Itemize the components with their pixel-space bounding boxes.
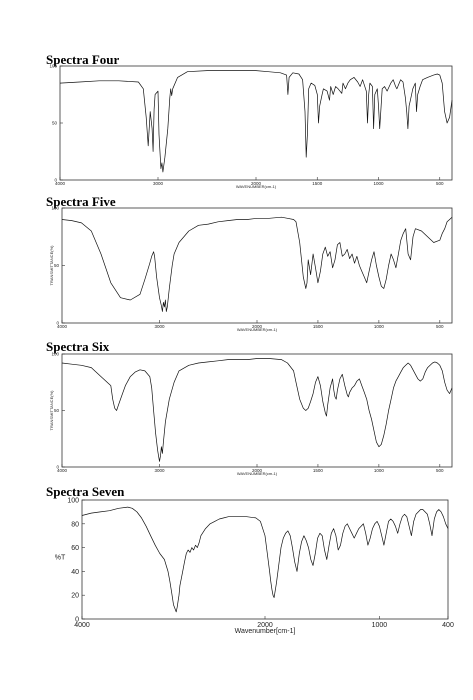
x-tick-label: 1500 [312,181,323,186]
y-tick-label: 0 [56,321,59,326]
y-tick-label: 50 [54,408,60,413]
x-axis-label: Wavenumber[cm-1] [235,628,296,635]
plot-frame [59,65,453,181]
chart-group-2: 0 50 100 4000 3000 2000 1500 1000 500 WAVENUMBER(… [49,352,453,476]
y-tick-label: 50 [54,263,60,268]
x-tick-label: 4000 [57,324,68,329]
chart-group-1: 0 50 100 4000 3000 2000 1500 1000 500 WAVENUMBER(… [49,206,453,332]
y-tick-label: 100 [51,206,59,211]
x-tick-label: 1000 [373,181,384,186]
x-tick-label: 3000 [154,324,165,329]
y-tick-label: 100 [49,64,57,69]
x-tick-label: 4000 [57,468,68,473]
x-tick-label: 2000 [251,181,262,186]
x-tick-label: 500 [436,324,444,329]
x-tick-label: 1000 [372,622,388,629]
y-tick-label: 0 [54,178,57,183]
chart-group-3: 0 20 40 60 80 100 4000 2000 1000 400 Wavenumber[cm… [55,498,454,636]
y-axis-label: TRANSMITTANCE(%) [49,245,54,286]
x-tick-label: 4000 [74,622,90,629]
x-tick-label: 1500 [313,468,324,473]
plot-frame [81,499,449,620]
x-tick-label: 2000 [252,324,263,329]
y-tick-label: 20 [71,593,79,600]
x-tick-label: 1000 [374,468,385,473]
plot-frame [61,353,453,468]
spectrum-line [61,216,453,312]
section-title-five: Spectra Five [46,194,116,209]
x-tick-label: 4000 [55,181,66,186]
x-axis-label: WAVENUMBER(cm-1) [237,471,278,476]
y-axis-label: TRANSMITTANCE(%) [49,390,54,431]
y-tick-label: 80 [71,521,79,528]
y-axis-label: %T [55,555,66,562]
x-tick-label: 1500 [313,324,324,329]
x-tick-label: 2000 [252,468,263,473]
y-tick-label: 100 [67,498,79,505]
y-tick-label: 0 [75,617,79,624]
y-tick-label: 50 [52,121,58,126]
section-title-four: Spectra Four [46,52,120,67]
y-tick-label: 40 [71,569,79,576]
x-tick-label: 1000 [374,324,385,329]
x-axis-label: WAVENUMBER(cm-1) [236,184,277,189]
spectrum-line [61,358,453,462]
section-title-seven: Spectra Seven [46,484,125,499]
x-tick-label: 500 [436,181,444,186]
x-tick-label: 3000 [154,468,165,473]
x-tick-label: 3000 [153,181,164,186]
chart-group-0: 0 50 100 4000 3000 2000 1500 1000 500 WAVENUMBER(… [49,64,453,189]
x-axis-label: WAVENUMBER(cm-1) [237,327,278,332]
plot-frame [61,207,453,324]
y-tick-label: 100 [51,352,59,357]
spectrum-line [59,70,453,173]
x-tick-label: 2000 [257,622,273,629]
spectrum-line [81,506,449,613]
y-tick-label: 0 [56,465,59,470]
section-title-six: Spectra Six [46,339,110,354]
y-tick-label: 60 [71,545,79,552]
x-tick-label: 400 [442,622,454,629]
x-tick-label: 500 [436,468,444,473]
